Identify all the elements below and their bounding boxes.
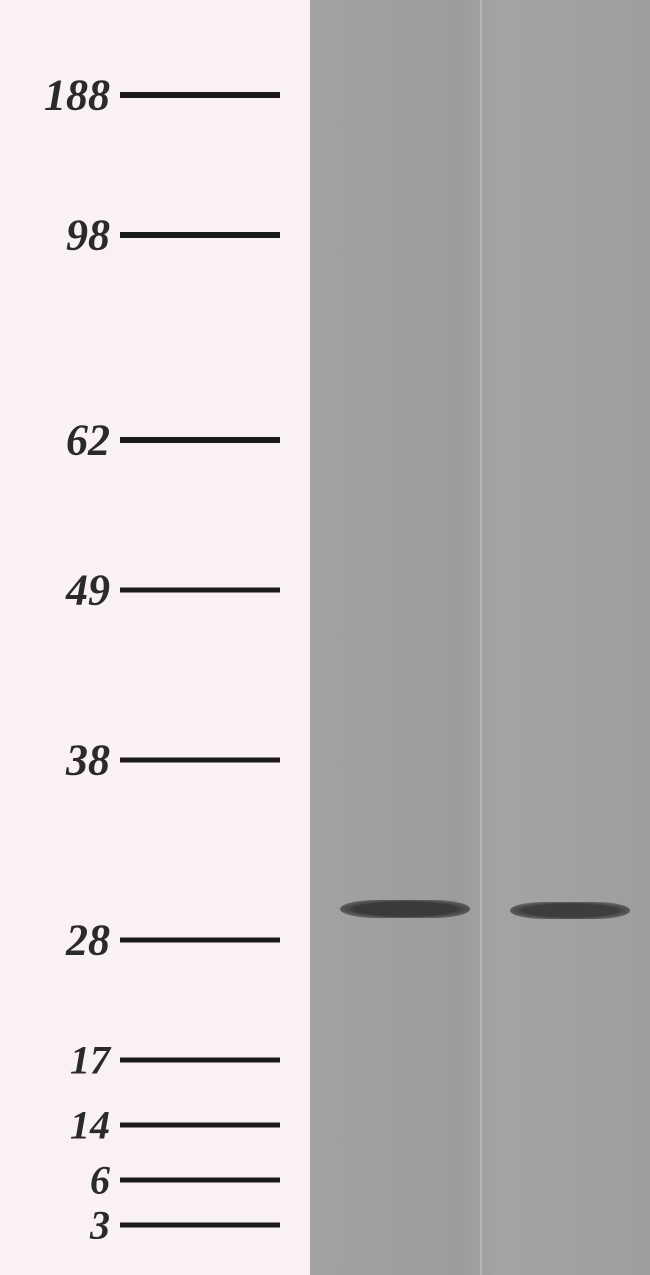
- mw-label: 38: [10, 735, 110, 786]
- mw-tick: [120, 938, 280, 943]
- mw-label: 6: [10, 1157, 110, 1204]
- protein-band: [340, 900, 470, 918]
- mw-tick: [120, 1178, 280, 1183]
- western-blot-figure: 188 98 62 49 38 28 17 14 63: [0, 0, 650, 1275]
- mw-tick: [120, 758, 280, 763]
- mw-label: 28: [10, 915, 110, 966]
- mw-label: 62: [10, 415, 110, 466]
- mw-label: 3: [10, 1202, 110, 1249]
- mw-tick: [120, 437, 280, 443]
- mw-tick: [120, 92, 280, 98]
- blot-membrane-panel: [310, 0, 650, 1275]
- mw-label: 14: [10, 1102, 110, 1149]
- mw-tick: [120, 1058, 280, 1063]
- mw-label: 188: [10, 70, 110, 121]
- mw-tick: [120, 588, 280, 593]
- mw-tick: [120, 1123, 280, 1128]
- mw-label: 98: [10, 210, 110, 261]
- protein-band: [510, 902, 630, 919]
- lane-divider: [480, 0, 482, 1275]
- mw-tick: [120, 232, 280, 238]
- molecular-weight-ladder-panel: 188 98 62 49 38 28 17 14 63: [0, 0, 310, 1275]
- mw-tick: [120, 1223, 280, 1228]
- mw-label: 17: [10, 1037, 110, 1084]
- mw-label: 49: [10, 565, 110, 616]
